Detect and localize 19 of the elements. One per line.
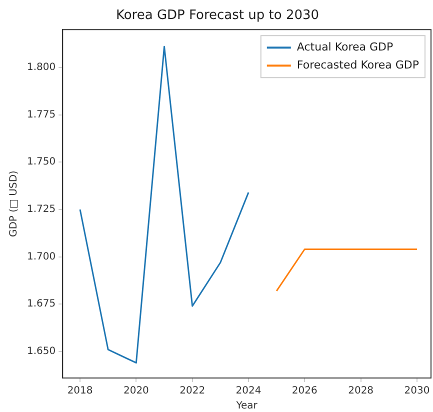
legend-label: Actual Korea GDP <box>296 40 394 54</box>
y-tick-label: 1.750 <box>26 156 56 168</box>
chart-title: Korea GDP Forecast up to 2030 <box>116 8 320 24</box>
x-tick-label: 2022 <box>180 386 206 397</box>
y-tick-label: 1.775 <box>26 109 56 120</box>
x-axis-title: Year <box>235 400 258 412</box>
y-tick-label: 1.700 <box>26 251 56 262</box>
x-tick-label: 2026 <box>292 386 318 397</box>
y-tick-label: 1.675 <box>26 298 56 310</box>
y-tick-label: 1.725 <box>26 204 56 216</box>
x-tick-label: 2028 <box>348 386 374 397</box>
legend-label: Forecasted Korea GDP <box>296 58 420 72</box>
x-tick-label: 2030 <box>404 386 430 397</box>
x-tick-label: 2024 <box>236 386 262 397</box>
y-tick-label: 1.650 <box>26 346 56 358</box>
y-tick-label: 1.800 <box>26 62 56 74</box>
x-tick-label: 2020 <box>123 386 149 397</box>
y-axis-title: GDP (□ USD) <box>8 170 20 238</box>
x-tick-label: 2018 <box>67 386 93 397</box>
